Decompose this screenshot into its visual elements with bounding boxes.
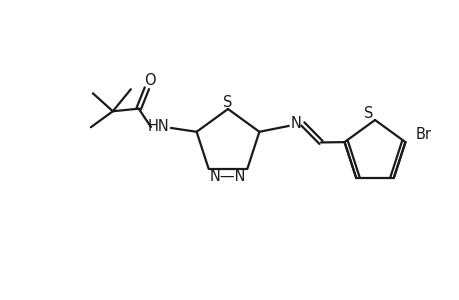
Text: S: S <box>364 106 373 121</box>
Text: N—N: N—N <box>209 169 246 184</box>
Text: S: S <box>223 94 232 110</box>
Text: N: N <box>290 116 301 131</box>
Text: Br: Br <box>414 127 431 142</box>
Text: HN: HN <box>148 119 169 134</box>
Text: O: O <box>144 73 155 88</box>
